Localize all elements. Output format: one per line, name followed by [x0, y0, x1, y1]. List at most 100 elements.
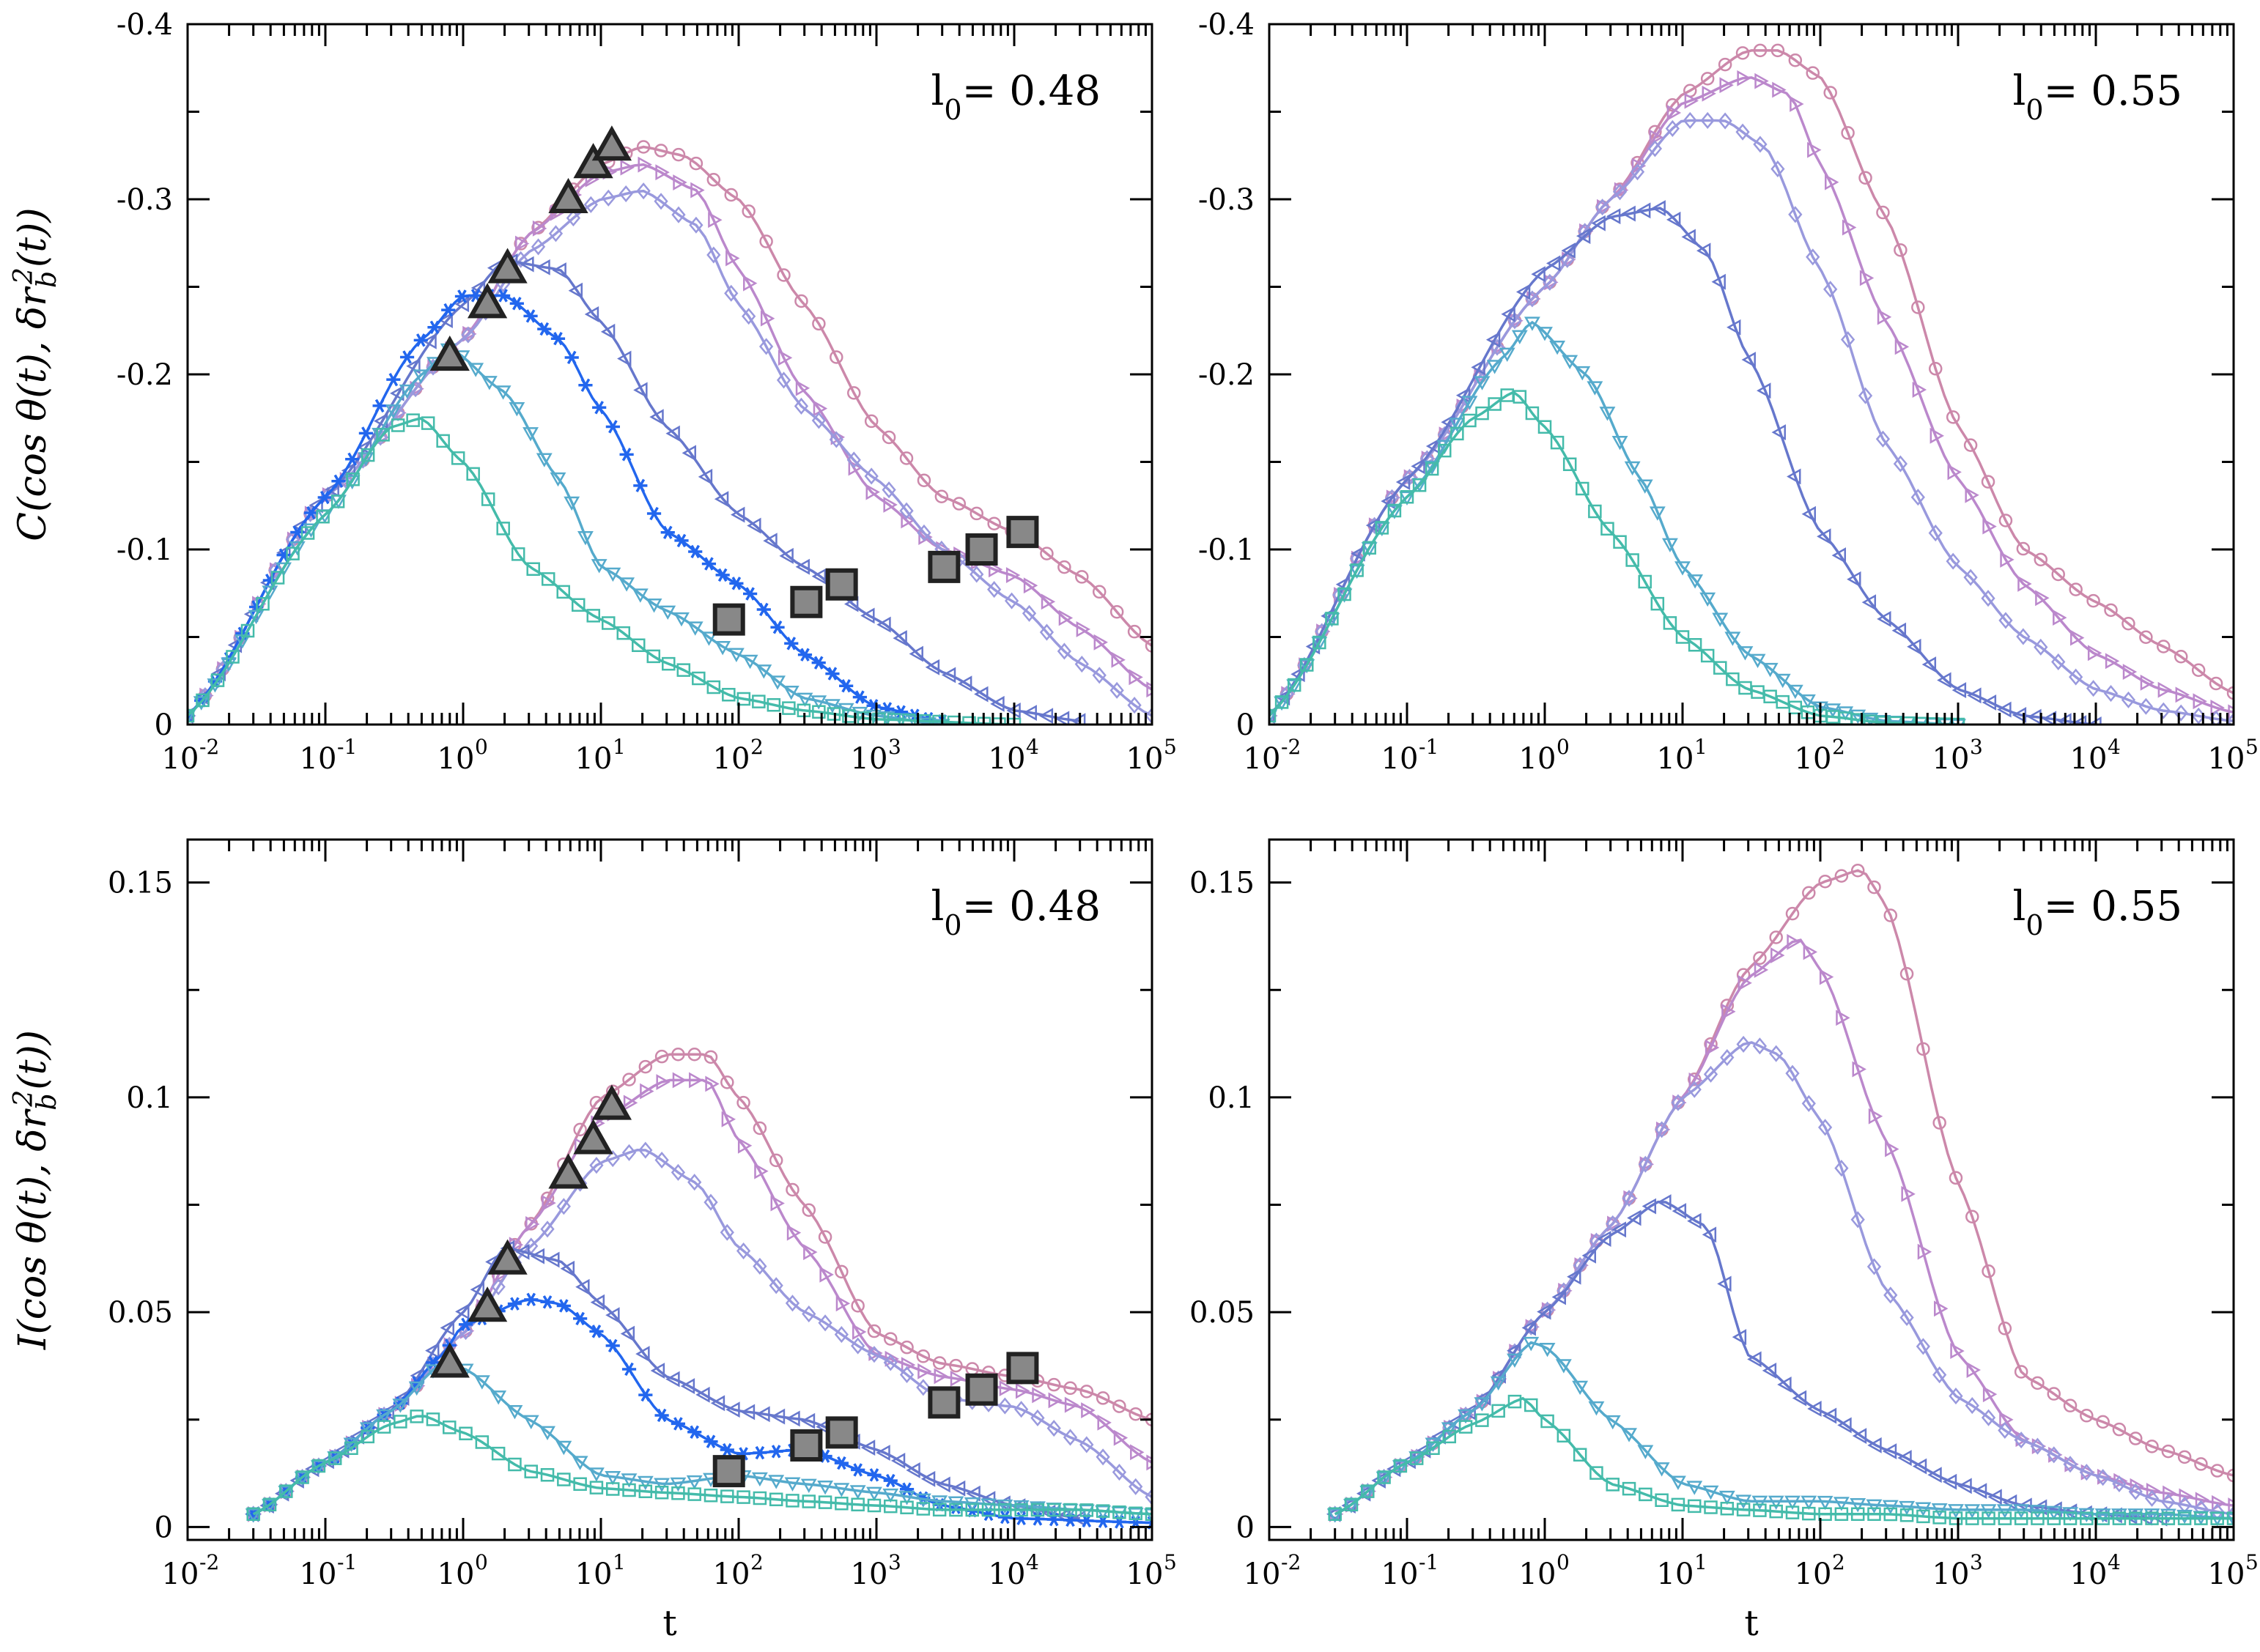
data-point	[834, 1326, 849, 1344]
data-point	[1762, 1362, 1777, 1379]
data-point	[1537, 327, 1553, 341]
highlight-square	[790, 585, 823, 618]
data-point	[884, 1332, 898, 1346]
data-point	[783, 686, 800, 700]
data-point	[1022, 705, 1037, 721]
series-line-3	[252, 1149, 1152, 1516]
data-point	[753, 1121, 767, 1136]
data-point	[1377, 1470, 1391, 1484]
highlight-square	[712, 603, 745, 636]
data-point	[2226, 1468, 2234, 1483]
data-point	[1801, 505, 1816, 522]
data-point	[2096, 1469, 2111, 1486]
data-point	[1488, 397, 1502, 411]
data-point	[934, 1368, 948, 1385]
x-tick-exponent: 3	[888, 735, 901, 759]
data-point	[1097, 1414, 1112, 1431]
data-point	[525, 1216, 540, 1232]
data-point	[1040, 547, 1054, 560]
data-point	[1490, 338, 1504, 356]
data-point	[811, 568, 827, 585]
data-point	[589, 1481, 604, 1494]
data-point	[688, 544, 703, 559]
data-point	[572, 1456, 588, 1470]
data-point	[1055, 711, 1070, 725]
data-point	[2014, 1431, 2028, 1449]
data-point	[890, 1452, 906, 1469]
data-point	[372, 399, 387, 413]
data-point	[526, 562, 540, 577]
data-point	[1096, 1448, 1110, 1466]
data-point	[616, 626, 631, 640]
data-point	[196, 693, 210, 708]
data-point	[1850, 1507, 1865, 1522]
data-point	[556, 585, 570, 599]
data-point	[2226, 712, 2234, 725]
data-point	[1770, 43, 1785, 58]
data-point	[1916, 1509, 1930, 1524]
data-point	[1802, 1506, 1816, 1521]
data-point	[1666, 211, 1681, 228]
data-point	[461, 326, 476, 344]
data-point	[359, 1422, 376, 1437]
data-point	[1894, 243, 1908, 257]
data-point	[2112, 1475, 2127, 1493]
data-point	[917, 524, 931, 541]
data-point	[782, 701, 796, 715]
data-point	[1949, 1171, 1963, 1185]
data-point	[620, 159, 635, 176]
data-point	[825, 667, 840, 681]
data-point	[470, 1281, 484, 1298]
data-point	[1674, 561, 1691, 576]
data-point	[724, 188, 738, 202]
data-point	[451, 451, 465, 465]
series-line-4	[252, 1247, 1080, 1520]
data-point	[1540, 1414, 1554, 1429]
data-point	[916, 1502, 931, 1516]
x-tick-exponent: 1	[613, 1550, 626, 1574]
data-point	[540, 1467, 555, 1482]
data-point	[1998, 612, 2013, 629]
data-point	[1883, 908, 1898, 922]
data-point	[860, 607, 875, 624]
data-point	[957, 675, 972, 692]
data-point	[1474, 1397, 1491, 1412]
data-point	[436, 434, 450, 448]
data-point	[1471, 359, 1485, 376]
data-point	[671, 1486, 685, 1500]
data-point	[1647, 140, 1663, 158]
x-tick-label: 10	[2070, 742, 2108, 776]
x-tick-exponent: 5	[1164, 735, 1177, 759]
data-point	[1882, 1500, 1899, 1515]
panel-annotation: l0= 0.55	[2012, 883, 2182, 941]
x-tick-exponent: -2	[199, 735, 219, 759]
data-point	[1013, 1500, 1030, 1515]
data-point	[970, 506, 983, 521]
data-point	[1735, 46, 1750, 60]
data-point	[276, 562, 292, 577]
data-point	[829, 431, 843, 448]
data-point	[1949, 1511, 1963, 1525]
data-point	[542, 1195, 556, 1212]
data-point	[1300, 658, 1314, 672]
data-point	[540, 1295, 555, 1309]
data-point	[1735, 123, 1750, 141]
data-point	[1622, 1481, 1636, 1496]
data-point	[987, 581, 1002, 599]
x-tick-label: 10	[713, 1557, 750, 1591]
data-point	[1014, 1401, 1029, 1418]
data-point	[399, 350, 415, 364]
data-point	[1812, 701, 1828, 716]
data-point	[2121, 691, 2136, 708]
data-point	[605, 1338, 620, 1353]
data-point	[1950, 1343, 1965, 1360]
data-point	[188, 708, 195, 723]
data-point	[591, 559, 608, 574]
data-point	[1325, 612, 1339, 626]
data-point	[575, 1278, 590, 1295]
data-point	[1949, 1388, 1963, 1405]
data-point	[1867, 1507, 1881, 1522]
data-point	[1127, 697, 1142, 714]
data-point	[2145, 1511, 2159, 1525]
